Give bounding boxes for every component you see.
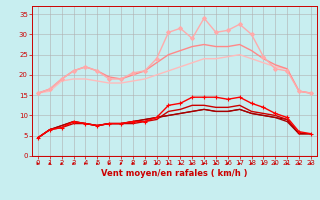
X-axis label: Vent moyen/en rafales ( km/h ): Vent moyen/en rafales ( km/h ): [101, 169, 248, 178]
